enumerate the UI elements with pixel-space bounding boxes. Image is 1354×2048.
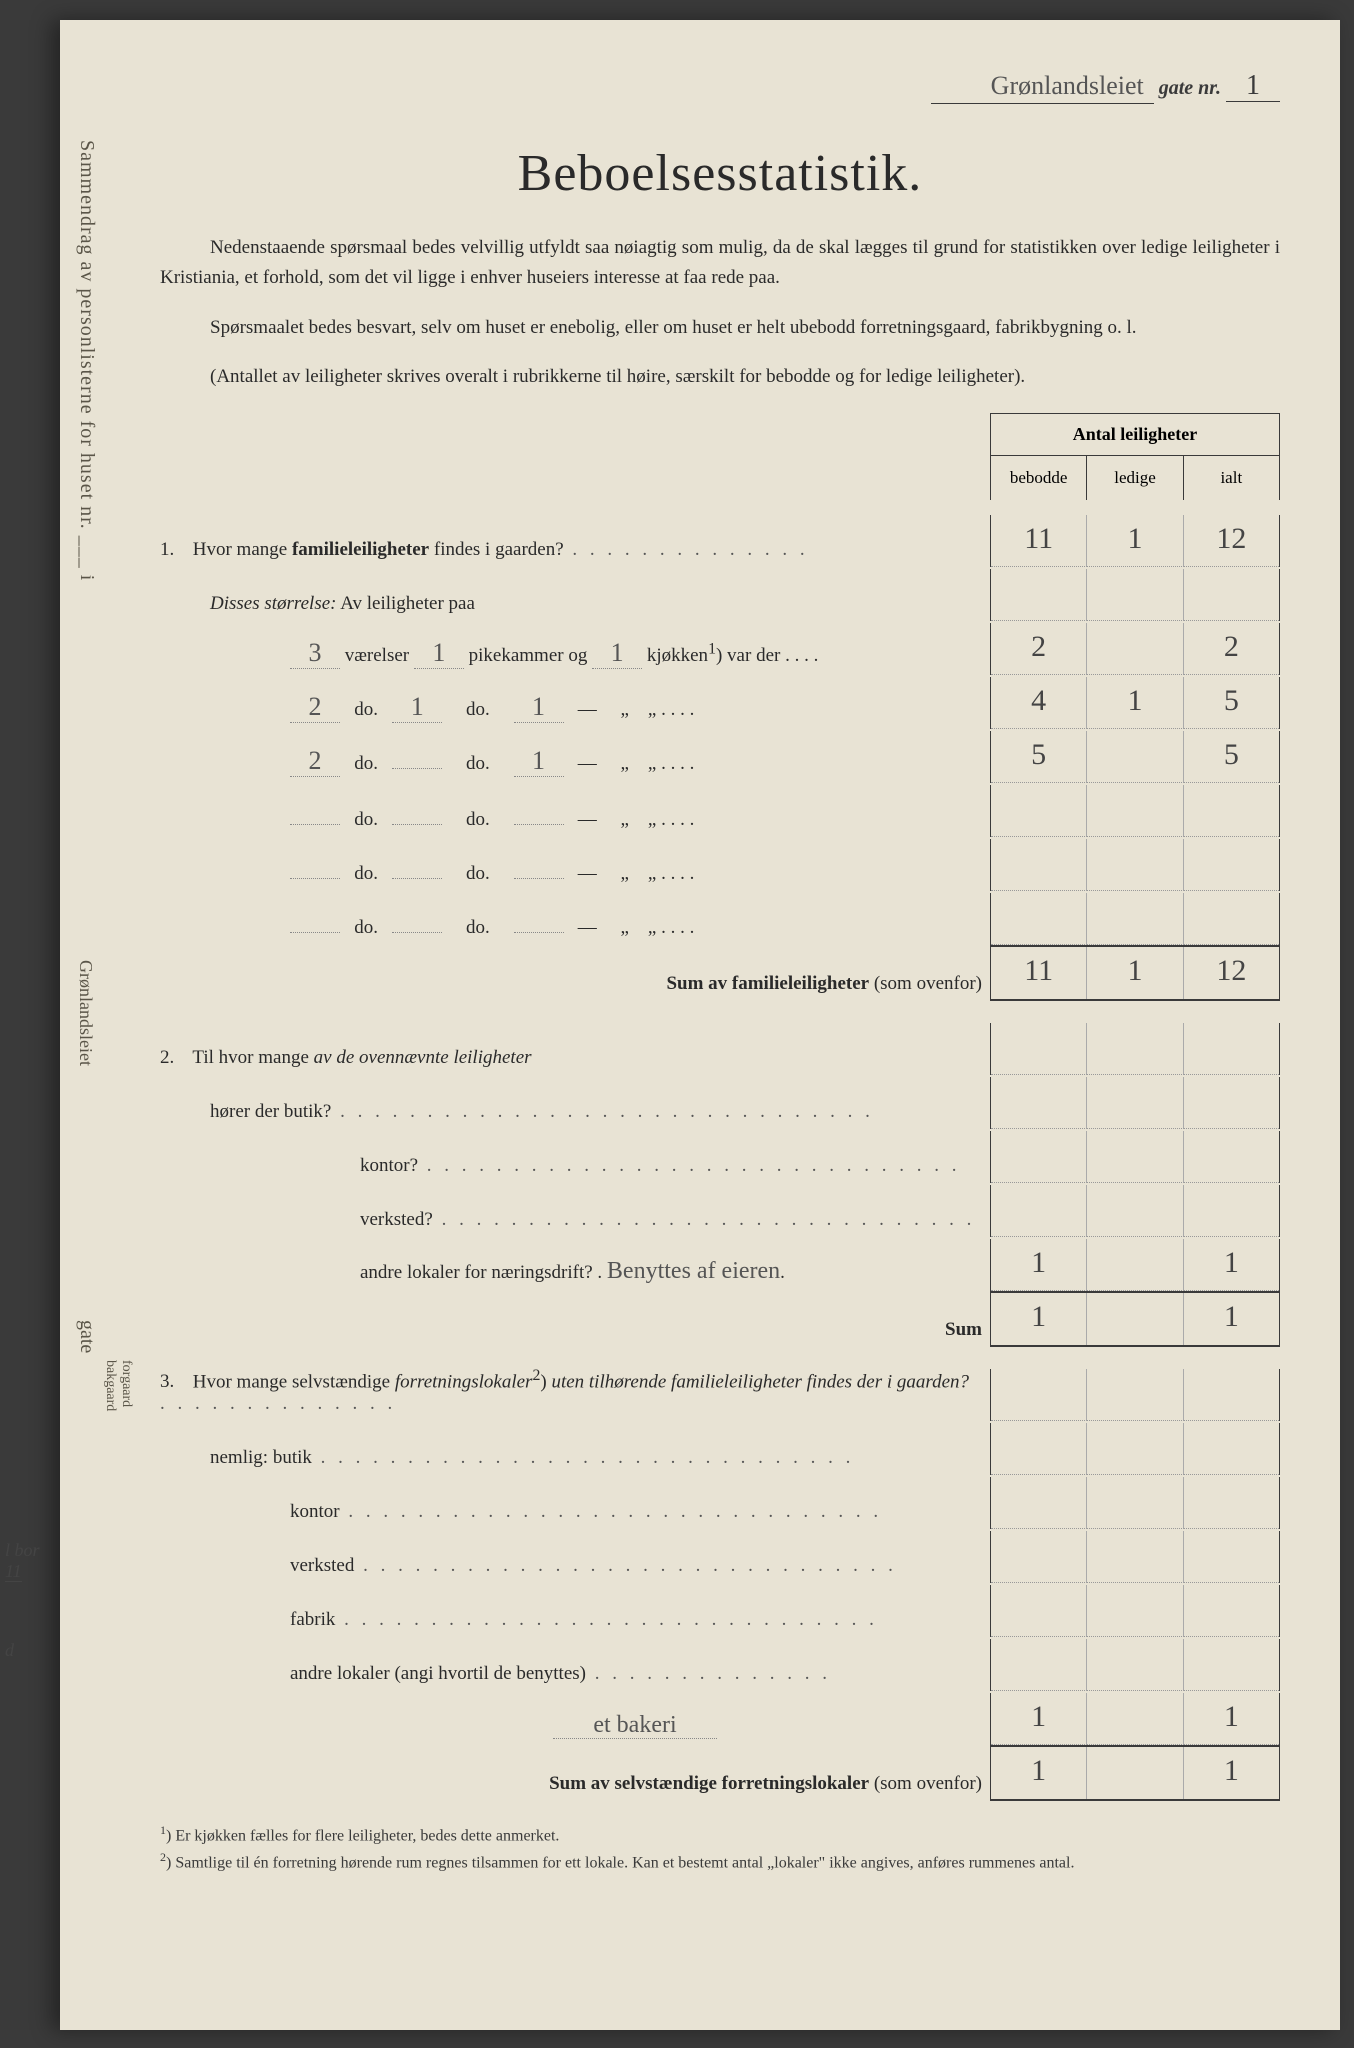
q1-size-row: do. do. — „ „ . . . . [160,783,1280,837]
q1-size-row: do. do. — „ „ . . . . [160,891,1280,945]
spine-gate-label: gate [75,1320,98,1353]
q2-sub-row: kontor? [160,1129,1280,1183]
q3-andre-label: andre lokaler (angi hvortil de benyttes) [160,1637,1280,1691]
q3-sub-row: fabrik [160,1583,1280,1637]
q1-bebodde: 11 [991,515,1087,567]
q1-sum: Sum av familieleiligheter (som ovenfor) … [160,945,1280,1001]
col-bebodde: bebodde [991,456,1087,500]
q3-sub-row: verksted [160,1529,1280,1583]
q2-andre: andre lokaler for næringsdrift? . Benytt… [160,1237,1280,1291]
q2-sum: Sum 1 1 [160,1291,1280,1347]
table-header: Antal leiligheter bebodde ledige ialt [990,413,1280,500]
q1-disses: Disses størrelse: Av leiligheter paa [160,567,1280,621]
spine-handwritten: Grønlandsleiet [75,960,96,1066]
footnotes: 1) Er kjøkken fælles for flere leilighet… [160,1821,1280,1876]
q1-size-row: 2 do. 1 do. 1 — „ „ . . . .415 [160,675,1280,729]
edge-d: d [5,1640,14,1661]
intro-p3: (Antallet av leiligheter skrives overalt… [160,362,1280,392]
edge-bor: l bor 11 [5,1540,40,1582]
q2-sub-row: verksted? [160,1183,1280,1237]
q1-size-row: do. do. — „ „ . . . . [160,837,1280,891]
q1-ialt: 12 [1184,515,1279,567]
col-ledige: ledige [1087,456,1183,500]
gate-nr-value: 1 [1226,70,1280,102]
gate-nr-label: gate nr. [1159,77,1221,99]
header-line: Grønlandsleiet gate nr. 1 [160,70,1280,104]
street-name-field: Grønlandsleiet [931,71,1154,104]
intro-p2: Spørsmaalet bedes besvart, selv om huset… [160,313,1280,343]
q3-sum: Sum av selvstændige forretningslokaler (… [160,1745,1280,1801]
q3-sub-row: nemlig: butik [160,1421,1280,1475]
q1-size-row: 3 værelser 1 pikekammer og 1 kjøkken1) v… [160,621,1280,675]
q3-row: 3. Hvor mange selvstændige forretningslo… [160,1367,1280,1421]
q2-row: 2. Til hvor mange av de ovennævnte leili… [160,1021,1280,1075]
q3-sub-row: kontor [160,1475,1280,1529]
main-form-area: Antal leiligheter bebodde ledige ialt 1.… [160,413,1280,1801]
th-top: Antal leiligheter [991,414,1279,456]
q1-size-row: 2 do. do. 1 — „ „ . . . .55 [160,729,1280,783]
q3-andre-value: et bakeri 1 1 [160,1691,1280,1745]
col-ialt: ialt [1184,456,1279,500]
q1-row: 1. Hvor mange familieleiligheter findes … [160,513,1280,567]
document-page: Sammendrag av personlisterne for huset n… [60,20,1340,2030]
q2-butik: hører der butik? [160,1075,1280,1129]
spine-text: Sammendrag av personlisterne for huset n… [75,140,98,581]
spine-forgaard: forgaardbakgaard [102,1360,134,1411]
q1-ledige: 1 [1087,515,1183,567]
intro-p1: Nedenstaaende spørsmaal bedes velvillig … [160,233,1280,294]
page-title: Beboelsesstatistik. [160,144,1280,203]
